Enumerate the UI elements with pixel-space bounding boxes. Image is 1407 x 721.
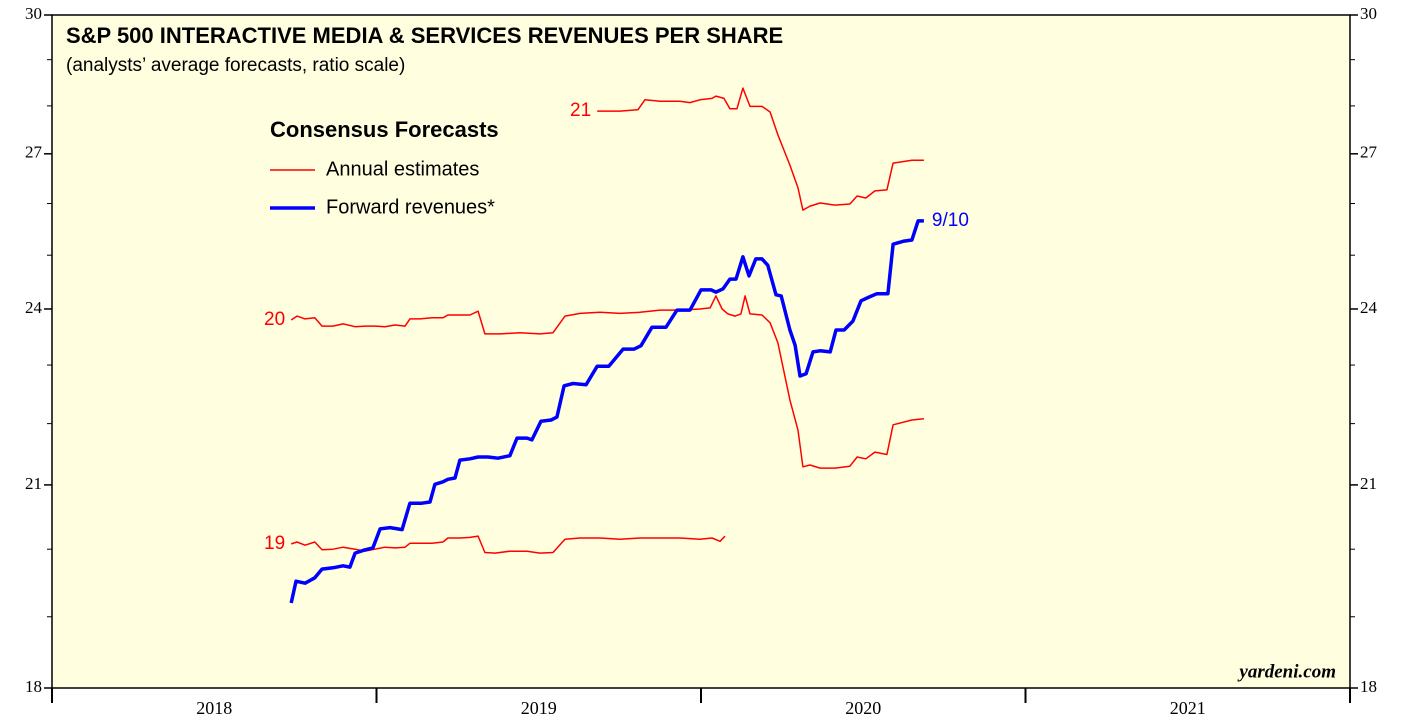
chart-title: S&P 500 INTERACTIVE MEDIA & SERVICES REV… [66, 23, 783, 48]
y-tick-label: 27 [1360, 143, 1378, 162]
y-tick-label: 30 [25, 4, 42, 23]
y-tick-label: 21 [1360, 474, 1377, 493]
legend-title: Consensus Forecasts [270, 117, 499, 142]
end-label: 9/10 [932, 210, 969, 231]
legend-label: Forward revenues* [326, 196, 495, 218]
y-tick-label: 27 [25, 143, 43, 162]
y-tick-label: 24 [25, 298, 43, 317]
line [289, 219, 924, 604]
line-label: 21 [570, 100, 591, 121]
chart-subtitle: (analysts’ average forecasts, ratio scal… [66, 55, 405, 76]
line [290, 295, 924, 469]
x-tick-label: 2018 [196, 698, 232, 718]
x-tick-label: 2019 [521, 698, 557, 718]
x-tick-label: 2021 [1170, 698, 1206, 718]
line-label: 20 [264, 309, 285, 330]
y-tick-label: 24 [1360, 298, 1378, 317]
line [290, 535, 726, 554]
line-label: 19 [264, 533, 285, 554]
y-tick-label: 30 [1360, 4, 1377, 23]
line [597, 87, 924, 211]
x-tick-label: 2020 [845, 698, 881, 718]
y-tick-label: 18 [25, 677, 42, 696]
plot-area [51, 14, 1351, 689]
y-tick-label: 21 [25, 474, 42, 493]
legend-label: Annual estimates [326, 158, 479, 180]
credit: yardeni.com [1237, 661, 1336, 682]
y-tick-label: 18 [1360, 677, 1377, 696]
